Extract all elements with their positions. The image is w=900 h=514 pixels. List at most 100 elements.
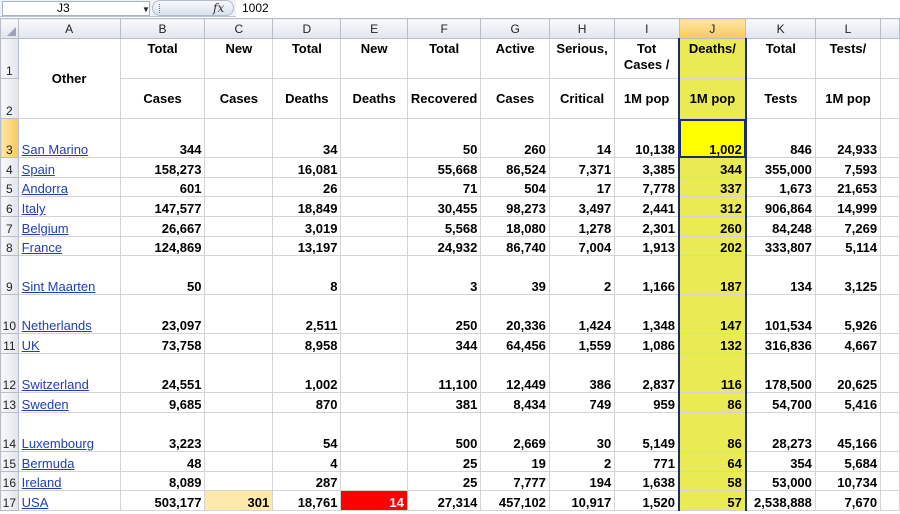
- new-cases-cell[interactable]: [204, 255, 274, 296]
- formula-input[interactable]: 1002: [236, 0, 900, 17]
- empty-cell[interactable]: [880, 255, 900, 296]
- empty-cell[interactable]: [880, 196, 900, 218]
- column-header-l[interactable]: L: [814, 18, 882, 39]
- total-cases-cell[interactable]: 3,223: [119, 411, 206, 452]
- total-tests-cell[interactable]: 316,836: [745, 333, 816, 355]
- header-deaths-per-1m[interactable]: Deaths/: [678, 38, 747, 79]
- deaths-per-1m-cell[interactable]: 64: [678, 450, 747, 472]
- total-cases-cell[interactable]: 601: [119, 176, 206, 198]
- new-cases-cell[interactable]: 301: [204, 490, 274, 511]
- total-cases-cell[interactable]: 124,869: [119, 235, 206, 257]
- total-tests-cell[interactable]: 846: [745, 118, 816, 158]
- new-deaths-cell[interactable]: [340, 333, 408, 355]
- column-header-overflow[interactable]: [880, 18, 900, 39]
- tests-per-1m-cell[interactable]: 7,269: [814, 216, 882, 237]
- row-header[interactable]: 16: [0, 470, 19, 492]
- header-cases-per-1m[interactable]: 1M pop: [614, 78, 680, 119]
- header-deaths-per-1m[interactable]: 1M pop: [678, 78, 747, 119]
- new-cases-cell[interactable]: [204, 176, 274, 198]
- new-deaths-cell[interactable]: [340, 176, 408, 198]
- header-active-cases[interactable]: Active: [480, 38, 550, 79]
- header-total-deaths[interactable]: Deaths: [272, 78, 342, 119]
- total-tests-cell[interactable]: 355,000: [745, 157, 816, 178]
- cases-per-1m-cell[interactable]: 1,520: [614, 490, 680, 511]
- tests-per-1m-cell[interactable]: 3,125: [814, 255, 882, 296]
- new-deaths-cell[interactable]: [340, 157, 408, 178]
- total-recovered-cell[interactable]: 11,100: [406, 353, 482, 394]
- serious-critical-cell[interactable]: 1,278: [548, 216, 616, 237]
- row-header[interactable]: 4: [0, 157, 19, 178]
- new-deaths-cell[interactable]: [340, 196, 408, 218]
- country-link[interactable]: Ireland: [17, 470, 121, 492]
- serious-critical-cell[interactable]: 1,559: [548, 333, 616, 355]
- empty-cell[interactable]: [880, 216, 900, 237]
- deaths-per-1m-cell[interactable]: 147: [678, 294, 747, 335]
- new-deaths-cell[interactable]: [340, 450, 408, 472]
- new-cases-cell[interactable]: [204, 353, 274, 394]
- country-link[interactable]: France: [17, 235, 121, 257]
- total-cases-cell[interactable]: 9,685: [119, 392, 206, 413]
- country-link[interactable]: Luxembourg: [17, 411, 121, 452]
- column-header-e[interactable]: E: [340, 18, 408, 39]
- cases-per-1m-cell[interactable]: 771: [614, 450, 680, 472]
- total-tests-cell[interactable]: 333,807: [745, 235, 816, 257]
- header-total-cases[interactable]: Total: [119, 38, 206, 79]
- column-header-h[interactable]: H: [548, 18, 616, 39]
- new-deaths-cell[interactable]: [340, 411, 408, 452]
- cases-per-1m-cell[interactable]: 7,778: [614, 176, 680, 198]
- tests-per-1m-cell[interactable]: 5,926: [814, 294, 882, 335]
- row-header[interactable]: 5: [0, 176, 19, 198]
- deaths-per-1m-cell[interactable]: 344: [678, 157, 747, 178]
- tests-per-1m-cell[interactable]: 45,166: [814, 411, 882, 452]
- header-new-deaths[interactable]: New: [340, 38, 408, 79]
- column-header-i[interactable]: I: [614, 18, 680, 39]
- row-header[interactable]: 13: [0, 392, 19, 413]
- total-recovered-cell[interactable]: 24,932: [406, 235, 482, 257]
- total-deaths-cell[interactable]: 26: [272, 176, 342, 198]
- total-tests-cell[interactable]: 101,534: [745, 294, 816, 335]
- insert-function-icon[interactable]: fx: [213, 1, 225, 15]
- new-cases-cell[interactable]: [204, 216, 274, 237]
- deaths-per-1m-cell[interactable]: 260: [678, 216, 747, 237]
- tests-per-1m-cell[interactable]: 24,933: [814, 118, 882, 158]
- serious-critical-cell[interactable]: 7,004: [548, 235, 616, 257]
- total-recovered-cell[interactable]: 55,668: [406, 157, 482, 178]
- active-cases-cell[interactable]: 2,669: [480, 411, 550, 452]
- country-link[interactable]: San Marino: [17, 118, 121, 158]
- total-deaths-cell[interactable]: 16,081: [272, 157, 342, 178]
- column-header-a[interactable]: A: [17, 18, 121, 39]
- serious-critical-cell[interactable]: 10,917: [548, 490, 616, 511]
- column-header-k[interactable]: K: [745, 18, 816, 39]
- tests-per-1m-cell[interactable]: 5,114: [814, 235, 882, 257]
- select-all-button[interactable]: [0, 18, 19, 39]
- new-cases-cell[interactable]: [204, 392, 274, 413]
- total-deaths-cell[interactable]: 8,958: [272, 333, 342, 355]
- deaths-per-1m-cell[interactable]: 116: [678, 353, 747, 394]
- cases-per-1m-cell[interactable]: 959: [614, 392, 680, 413]
- tests-per-1m-cell[interactable]: 20,625: [814, 353, 882, 394]
- total-cases-cell[interactable]: 48: [119, 450, 206, 472]
- serious-critical-cell[interactable]: 386: [548, 353, 616, 394]
- cases-per-1m-cell[interactable]: 2,837: [614, 353, 680, 394]
- deaths-per-1m-cell[interactable]: 337: [678, 176, 747, 198]
- total-tests-cell[interactable]: 53,000: [745, 470, 816, 492]
- active-cases-cell[interactable]: 8,434: [480, 392, 550, 413]
- total-tests-cell[interactable]: 134: [745, 255, 816, 296]
- total-cases-cell[interactable]: 147,577: [119, 196, 206, 218]
- tests-per-1m-cell[interactable]: 14,999: [814, 196, 882, 218]
- serious-critical-cell[interactable]: 30: [548, 411, 616, 452]
- total-deaths-cell[interactable]: 1,002: [272, 353, 342, 394]
- new-deaths-cell[interactable]: [340, 235, 408, 257]
- new-deaths-cell[interactable]: [340, 392, 408, 413]
- header-other[interactable]: Other: [17, 38, 121, 119]
- country-link[interactable]: Bermuda: [17, 450, 121, 472]
- row-header[interactable]: 12: [0, 353, 19, 394]
- total-cases-cell[interactable]: 23,097: [119, 294, 206, 335]
- cases-per-1m-cell[interactable]: 2,301: [614, 216, 680, 237]
- new-deaths-cell[interactable]: [340, 118, 408, 158]
- column-header-f[interactable]: F: [406, 18, 482, 39]
- total-deaths-cell[interactable]: 18,761: [272, 490, 342, 511]
- total-cases-cell[interactable]: 73,758: [119, 333, 206, 355]
- total-tests-cell[interactable]: 906,864: [745, 196, 816, 218]
- cases-per-1m-cell[interactable]: 1,166: [614, 255, 680, 296]
